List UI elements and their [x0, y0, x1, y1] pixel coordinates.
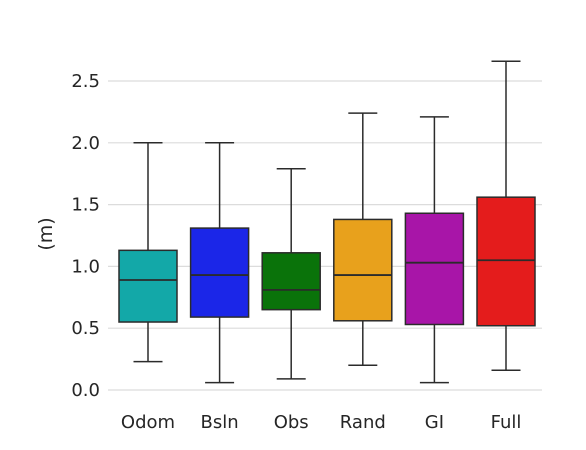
x-tick-label: Bsln [201, 412, 239, 433]
box-iqr [118, 249, 178, 323]
box-iqr [189, 227, 250, 318]
y-axis-label: (m) [35, 217, 57, 250]
box-bsln [189, 142, 250, 384]
box-iqr [476, 196, 536, 327]
x-tick-label: Odom [121, 412, 175, 433]
box-iqr [333, 218, 393, 322]
y-tick-label: 2.0 [71, 133, 100, 154]
box-full [476, 60, 536, 371]
gridlines [108, 80, 542, 391]
box-rand [333, 112, 393, 367]
y-tick-label: 0.0 [71, 380, 100, 401]
y-tick-labels: 0.0 0.5 1.0 1.5 2.0 2.5 [71, 71, 100, 401]
box-obs [261, 168, 321, 380]
boxes [118, 60, 536, 384]
box-odom [118, 142, 178, 363]
x-tick-labels: Odom Bsln Obs Rand GI Full [121, 412, 521, 433]
box-gi [404, 116, 465, 384]
y-tick-label: 1.5 [71, 195, 100, 216]
x-tick-label: Obs [274, 412, 309, 433]
box-iqr [404, 212, 465, 326]
y-tick-label: 2.5 [71, 71, 100, 92]
box-iqr [261, 252, 321, 311]
y-tick-label: 1.0 [71, 256, 100, 277]
x-tick-label: Rand [340, 412, 386, 433]
x-tick-label: GI [425, 412, 444, 433]
x-tick-label: Full [491, 412, 522, 433]
y-tick-label: 0.5 [71, 318, 100, 339]
